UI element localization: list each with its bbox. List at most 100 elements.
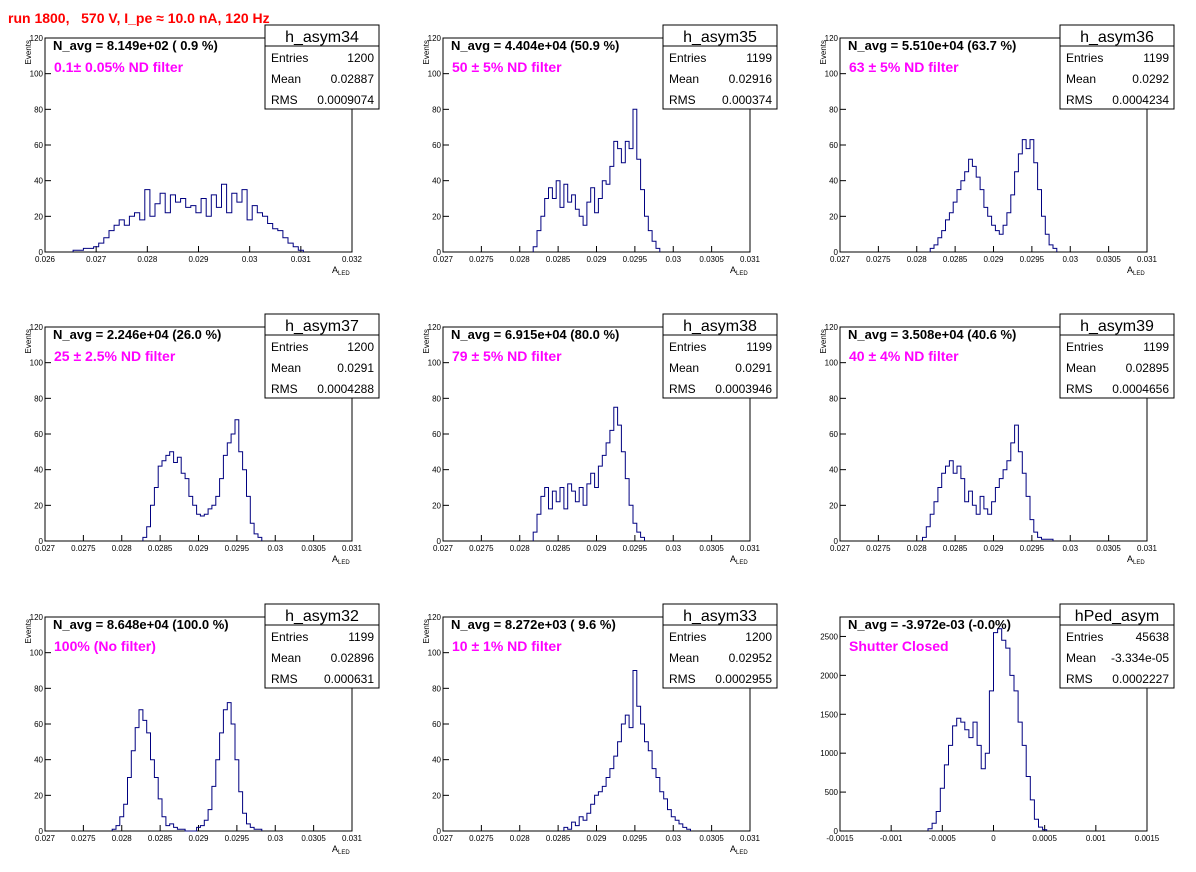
x-tick-label: 0.0295 [623, 834, 648, 843]
stats-box [264, 24, 380, 110]
x-tick-label: 0.0305 [1096, 255, 1121, 264]
y-tick-label: 80 [34, 105, 43, 114]
x-tick-label: 0.029 [586, 544, 607, 553]
y-tick-label: 500 [825, 788, 839, 797]
y-tick-label: 40 [432, 177, 441, 186]
y-axis-label: Events [422, 619, 431, 643]
x-tick-label: 0.027 [433, 255, 454, 264]
stats-box [662, 24, 778, 110]
x-tick-label: 0.028 [112, 834, 133, 843]
stats-value: 0.0002227 [1112, 672, 1169, 686]
y-tick-label: 2500 [820, 632, 838, 641]
stats-value: 0.000374 [722, 93, 772, 107]
n-avg-header: N_avg = 8.149e+02 ( 0.9 %) [53, 38, 218, 53]
stats-label: RMS [1066, 93, 1093, 107]
x-tick-label: 0.0285 [546, 255, 571, 264]
n-avg-header: N_avg = 8.648e+04 (100.0 %) [53, 617, 229, 632]
x-tick-label: 0.0285 [943, 255, 968, 264]
y-tick-label: 20 [829, 501, 838, 510]
x-axis-label: ALED [1127, 265, 1145, 277]
stats-value: 1200 [745, 630, 772, 644]
x-tick-label: 0.0295 [623, 255, 648, 264]
histogram-panel-h_asym37: 0.027 0.0275 0.028 0.0285 0.029 0.0295 0.03 0.0… [24, 313, 380, 566]
x-tick-label: 0.03 [665, 544, 681, 553]
x-tick-label: 0.027 [433, 544, 454, 553]
x-tick-label: 0.0295 [623, 544, 648, 553]
histogram-series [927, 628, 1048, 831]
x-tick-label: 0.0275 [71, 834, 96, 843]
x-axis-label: ALED [730, 844, 748, 856]
x-tick-label: 0.026 [35, 255, 56, 264]
x-tick-label: 0.0275 [469, 255, 494, 264]
x-tick-label: 0.0285 [546, 544, 571, 553]
stats-value: 1199 [1143, 340, 1169, 354]
y-tick-label: 40 [34, 756, 43, 765]
x-tick-label: 0.0275 [469, 834, 494, 843]
stats-value: 0.02896 [331, 651, 375, 665]
stats-label: Mean [271, 361, 301, 375]
y-tick-label: 60 [34, 430, 43, 439]
y-tick-label: 20 [34, 501, 43, 510]
y-tick-label: 20 [432, 212, 441, 221]
x-tick-label: -0.0005 [929, 834, 957, 843]
stats-value: 0.0292 [1132, 72, 1169, 86]
histogram-name: h_asym38 [683, 318, 757, 335]
x-tick-label: 0.03 [267, 834, 283, 843]
stats-value: 0.000631 [324, 672, 374, 686]
x-tick-label: 0.027 [35, 544, 56, 553]
y-tick-label: 40 [34, 177, 43, 186]
y-axis-label: Events [819, 40, 828, 64]
x-tick-label: 0.0305 [301, 834, 326, 843]
x-tick-label: 0.028 [907, 255, 928, 264]
histogram-name: h_asym33 [683, 608, 757, 625]
x-tick-label: 0.028 [510, 255, 531, 264]
x-axis-label: ALED [332, 554, 350, 566]
filter-annotation: 10 ± 1% ND filter [452, 638, 562, 654]
x-tick-label: 0.031 [342, 834, 363, 843]
y-tick-label: 40 [829, 466, 838, 475]
histogram-series [72, 183, 304, 252]
x-tick-label: 0.03 [1062, 544, 1078, 553]
x-tick-label: 0.027 [35, 834, 56, 843]
y-tick-label: 100 [825, 70, 839, 79]
x-tick-label: 0.03 [1062, 255, 1078, 264]
y-tick-label: 60 [34, 720, 43, 729]
histogram-name: h_asym35 [683, 29, 757, 46]
stats-label: Entries [271, 340, 308, 354]
histogram-name: hPed_asym [1075, 608, 1160, 625]
stats-label: Entries [1066, 630, 1103, 644]
stats-box [1059, 24, 1175, 110]
stats-box [1059, 313, 1175, 399]
y-tick-label: 100 [30, 70, 44, 79]
stats-label: Entries [271, 51, 308, 65]
x-tick-label: 0.0305 [699, 544, 724, 553]
histogram-panel-h_asym35: 0.027 0.0275 0.028 0.0285 0.029 0.0295 0.03 0.0… [422, 24, 778, 277]
stats-value: 0.0009074 [317, 93, 374, 107]
x-tick-label: 0.029 [188, 255, 209, 264]
x-tick-label: 0.0305 [699, 255, 724, 264]
y-tick-label: 20 [432, 791, 441, 800]
x-tick-label: 0.028 [510, 834, 531, 843]
x-tick-label: 0.0285 [943, 544, 968, 553]
y-tick-label: 80 [829, 105, 838, 114]
y-axis-label: Events [24, 329, 33, 353]
x-tick-label: 0.0305 [699, 834, 724, 843]
x-tick-label: 0.0275 [71, 544, 96, 553]
stats-value: 0.0003946 [715, 382, 772, 396]
x-tick-label: 0.03 [242, 255, 258, 264]
y-tick-label: 120 [428, 613, 442, 622]
stats-label: RMS [271, 672, 298, 686]
stats-value: 0.0004656 [1112, 382, 1169, 396]
y-tick-label: 60 [432, 430, 441, 439]
x-tick-label: 0.0295 [225, 834, 250, 843]
x-tick-label: 0.0015 [1135, 834, 1160, 843]
x-axis-label: ALED [332, 844, 350, 856]
y-tick-label: 100 [428, 70, 442, 79]
stats-value: 0.02887 [331, 72, 375, 86]
y-tick-label: 120 [30, 323, 44, 332]
x-tick-label: 0.032 [342, 255, 363, 264]
x-tick-label: 0.031 [740, 834, 761, 843]
histogram-series [563, 670, 691, 831]
x-tick-label: 0.027 [433, 834, 454, 843]
y-axis-label: Events [819, 329, 828, 353]
